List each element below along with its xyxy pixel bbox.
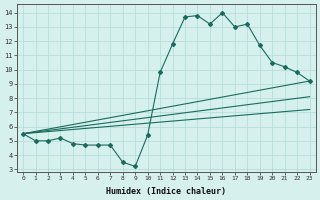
X-axis label: Humidex (Indice chaleur): Humidex (Indice chaleur) bbox=[106, 187, 226, 196]
